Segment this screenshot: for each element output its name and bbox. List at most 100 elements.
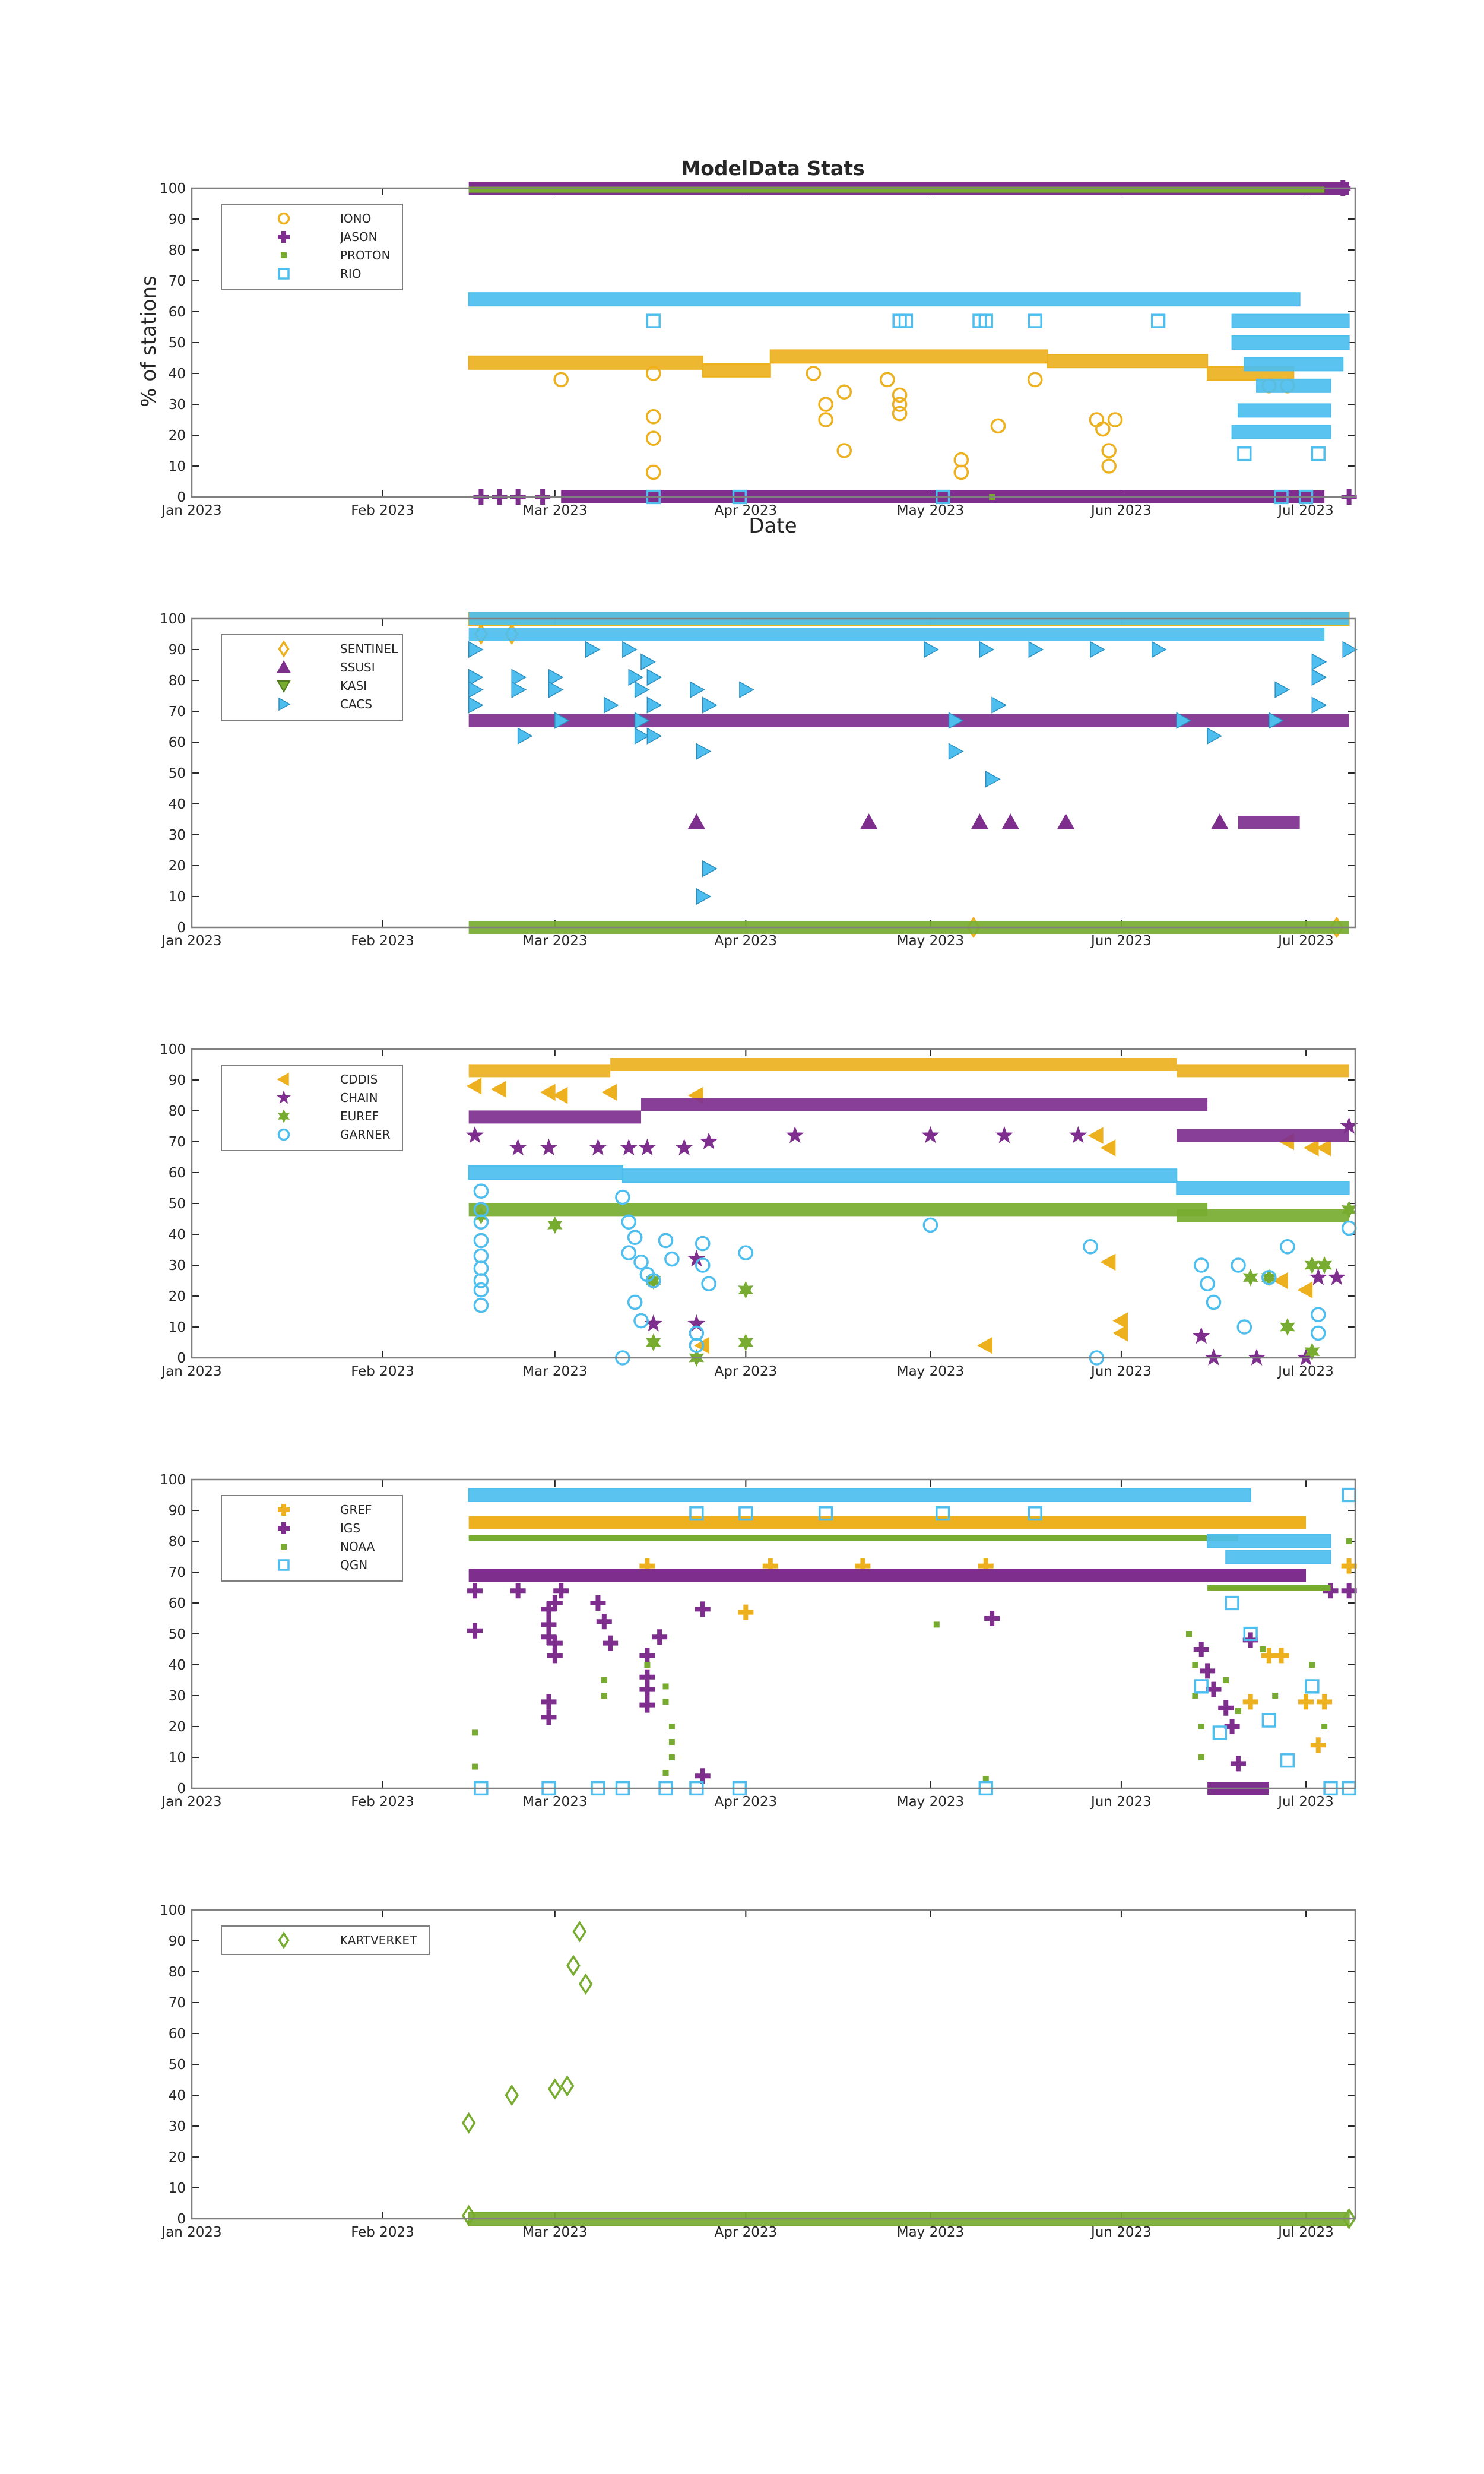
x-tick-label: May 2023 (897, 933, 964, 949)
data-point (1297, 1281, 1313, 1298)
chart-panel-1: 0 10 20 30 40 50 60 70 80 90 100 Jan 2023 Feb 2023 Ma… (160, 180, 1357, 518)
y-tick-label: 60 (169, 1596, 186, 1611)
data-point (922, 1217, 938, 1233)
data-marks (468, 180, 1357, 505)
y-tick-label: 80 (169, 673, 186, 689)
y-tick-label: 10 (169, 2181, 186, 2196)
data-point (662, 1770, 669, 1776)
data-point (1192, 1662, 1198, 1668)
y-tick-label: 90 (169, 1073, 186, 1088)
x-tick-label: May 2023 (897, 2225, 964, 2240)
data-point (1028, 313, 1042, 328)
y-tick-label: 80 (169, 243, 186, 258)
data-point (1280, 1318, 1295, 1336)
data-point (1261, 1269, 1277, 1287)
y-tick-label: 0 (177, 1781, 186, 1797)
y-tick-label: 80 (169, 1534, 186, 1550)
data-point (836, 443, 852, 458)
data-point (738, 1604, 754, 1620)
y-tick-label: 30 (169, 1689, 186, 1704)
data-point (644, 1662, 651, 1668)
y-tick-label: 30 (169, 397, 186, 413)
y-tick-label: 60 (169, 2026, 186, 2042)
data-point (601, 1084, 617, 1101)
data-point (948, 743, 964, 760)
legend-marker (278, 1931, 290, 1949)
y-tick-label: 90 (169, 212, 186, 227)
data-point (1100, 1139, 1116, 1157)
legend-box (221, 1925, 430, 1955)
y-tick-label: 70 (169, 704, 186, 720)
data-point (461, 2112, 476, 2134)
data-point (1150, 313, 1166, 328)
series-band (1238, 816, 1300, 829)
x-tick-label: Feb 2023 (351, 1364, 414, 1379)
data-point (633, 1255, 649, 1270)
legend-label: PROTON (340, 248, 391, 262)
data-point (634, 727, 650, 745)
y-tick-label: 90 (169, 642, 186, 658)
x-tick-label: Feb 2023 (351, 2225, 414, 2240)
x-tick-label: Jun 2023 (1090, 1794, 1152, 1810)
data-point (1176, 712, 1192, 729)
data-point (1198, 1754, 1204, 1760)
data-point (1192, 1326, 1210, 1344)
y-tick-label: 20 (169, 1289, 186, 1304)
data-point (668, 1754, 675, 1760)
data-point (985, 771, 1001, 788)
data-point (560, 2075, 575, 2097)
data-point (668, 1739, 675, 1745)
data-point (1321, 1724, 1328, 1729)
data-point (585, 641, 601, 658)
data-point (1112, 1325, 1128, 1342)
legend-label: JASON (339, 230, 378, 244)
y-tick-label: 20 (169, 1719, 186, 1735)
y-tick-label: 70 (169, 1995, 186, 2011)
data-point (490, 1081, 506, 1098)
x-tick-label: May 2023 (897, 1364, 964, 1379)
data-point (541, 1694, 557, 1710)
chart-panel-2: 0 10 20 30 40 50 60 70 80 90 100 Jan 2023 Feb 2023 Ma… (160, 612, 1358, 949)
data-point (510, 1583, 526, 1599)
y-tick-label: 20 (169, 859, 186, 874)
data-point (880, 372, 895, 388)
legend-label: KASI (340, 679, 367, 693)
y-tick-label: 100 (160, 1472, 186, 1488)
data-point (646, 669, 662, 686)
figure-title: ModelData Stats (681, 157, 864, 180)
data-point (695, 1236, 711, 1252)
data-point (1152, 641, 1167, 658)
series-band (769, 349, 1048, 364)
y-tick-label: 10 (169, 459, 186, 474)
legend-label: IGS (340, 1521, 360, 1535)
data-point (984, 1611, 1000, 1626)
data-point (1083, 1239, 1098, 1255)
x-tick-label: Apr 2023 (715, 933, 778, 949)
y-tick-label: 90 (169, 1503, 186, 1519)
x-tick-label: Apr 2023 (715, 503, 778, 518)
data-point (689, 1338, 705, 1353)
data-point (921, 1126, 940, 1143)
x-tick-label: Mar 2023 (522, 2225, 587, 2240)
data-point (1090, 641, 1105, 658)
data-point (1027, 372, 1043, 388)
data-point (640, 653, 656, 671)
data-point (1274, 681, 1290, 698)
data-point (540, 1138, 558, 1156)
y-tick-label: 60 (169, 735, 186, 750)
x-tick-label: Jun 2023 (1090, 933, 1152, 949)
series-band (1207, 1534, 1331, 1548)
legend-label: CHAIN (340, 1091, 378, 1105)
x-tick-label: Mar 2023 (522, 1364, 587, 1379)
y-tick-label: 70 (169, 1135, 186, 1150)
data-point (1225, 1595, 1239, 1611)
data-point (646, 1333, 661, 1351)
y-axis-label: % of stations (137, 275, 161, 407)
x-tick-label: Jun 2023 (1090, 503, 1152, 518)
data-point (1346, 1538, 1352, 1544)
data-point (1211, 813, 1229, 829)
y-tick-label: 10 (169, 889, 186, 905)
data-point (662, 1683, 669, 1690)
series-noaa (468, 1535, 1352, 1782)
